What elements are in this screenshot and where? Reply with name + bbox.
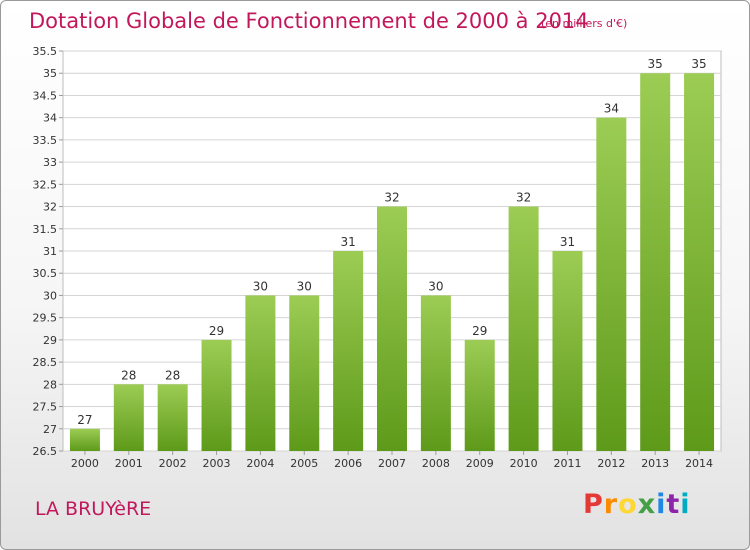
data-labels: 27 28 28 29 30 30 31 32 30 29 32 31 34 35 35 bbox=[77, 57, 706, 427]
x-axis-ticks: 2000 2001 2002 2003 2004 2005 2006 2007 2008 2009… bbox=[71, 451, 713, 470]
data-label: 30 bbox=[253, 279, 268, 293]
x-tick-label: 2012 bbox=[597, 457, 625, 470]
bar bbox=[640, 73, 671, 451]
data-label: 28 bbox=[165, 368, 180, 382]
y-tick-label: 32 bbox=[43, 201, 57, 214]
data-label: 28 bbox=[121, 368, 136, 382]
data-label: 34 bbox=[604, 102, 619, 116]
data-label: 35 bbox=[648, 57, 663, 71]
chart-title: Dotation Globale de Fonctionnement de 20… bbox=[29, 9, 589, 33]
data-label: 29 bbox=[472, 324, 487, 338]
logo-letter: P bbox=[583, 489, 604, 520]
bar bbox=[508, 206, 539, 451]
logo-letter: r bbox=[603, 489, 619, 520]
x-tick-label: 2009 bbox=[466, 457, 494, 470]
x-tick-label: 2002 bbox=[159, 457, 187, 470]
bar bbox=[157, 384, 188, 451]
x-tick-label: 2013 bbox=[641, 457, 669, 470]
bar bbox=[684, 73, 715, 451]
x-tick-label: 2005 bbox=[290, 457, 318, 470]
bar bbox=[377, 206, 407, 451]
x-tick-label: 2003 bbox=[203, 457, 231, 470]
y-tick-label: 29 bbox=[43, 334, 57, 347]
bar bbox=[245, 295, 276, 451]
y-tick-label: 30.5 bbox=[33, 267, 58, 280]
logo-letter: i bbox=[656, 489, 667, 520]
y-tick-label: 31 bbox=[43, 245, 57, 258]
data-label: 30 bbox=[297, 279, 312, 293]
y-axis-ticks: 26.5 27 27.5 28 28.5 29 29.5 30 30.5 31 31.5 32 32.5… bbox=[33, 45, 63, 458]
bar bbox=[201, 339, 232, 451]
bar bbox=[69, 428, 100, 451]
bar bbox=[289, 295, 320, 451]
data-label: 27 bbox=[77, 413, 92, 427]
bar bbox=[113, 384, 144, 451]
y-tick-label: 33 bbox=[43, 156, 57, 169]
x-tick-label: 2014 bbox=[685, 457, 713, 470]
bars bbox=[69, 73, 715, 452]
logo-letter: x bbox=[637, 489, 657, 520]
y-tick-label: 27.5 bbox=[33, 401, 58, 414]
y-tick-label: 35.5 bbox=[33, 45, 58, 58]
commune-name: LA BRUYèRE bbox=[35, 498, 152, 520]
logo-letter: t bbox=[666, 489, 681, 520]
proxiti-logo[interactable]: Proxiti bbox=[583, 489, 691, 520]
y-tick-label: 28.5 bbox=[33, 356, 58, 369]
data-label: 32 bbox=[384, 191, 399, 205]
x-tick-label: 2007 bbox=[378, 457, 406, 470]
bar bbox=[333, 251, 364, 451]
y-tick-label: 28 bbox=[43, 378, 57, 391]
y-tick-label: 33.5 bbox=[33, 134, 58, 147]
y-tick-label: 29.5 bbox=[33, 312, 58, 325]
y-tick-label: 26.5 bbox=[33, 445, 58, 458]
data-label: 35 bbox=[691, 57, 706, 71]
bar bbox=[420, 295, 451, 451]
data-label: 30 bbox=[428, 279, 443, 293]
x-tick-label: 2011 bbox=[553, 457, 581, 470]
y-tick-label: 34 bbox=[43, 112, 57, 125]
data-label: 31 bbox=[340, 235, 355, 249]
logo-letter: i bbox=[680, 489, 691, 520]
y-tick-label: 34.5 bbox=[33, 89, 58, 102]
x-tick-label: 2006 bbox=[334, 457, 362, 470]
y-tick-label: 32.5 bbox=[33, 178, 58, 191]
x-tick-label: 2001 bbox=[115, 457, 143, 470]
x-tick-label: 2004 bbox=[246, 457, 274, 470]
x-tick-label: 2000 bbox=[71, 457, 99, 470]
chart-subtitle: (en milliers d'€) bbox=[541, 17, 628, 30]
bar bbox=[596, 117, 627, 452]
x-tick-label: 2008 bbox=[422, 457, 450, 470]
y-tick-label: 35 bbox=[43, 67, 57, 80]
x-tick-label: 2010 bbox=[510, 457, 538, 470]
data-label: 32 bbox=[516, 191, 531, 205]
y-tick-label: 31.5 bbox=[33, 223, 58, 236]
data-label: 31 bbox=[560, 235, 575, 249]
logo-letter: o bbox=[618, 489, 638, 520]
y-tick-label: 27 bbox=[43, 423, 57, 436]
data-label: 29 bbox=[209, 324, 224, 338]
bar bbox=[464, 339, 495, 451]
y-tick-label: 30 bbox=[43, 289, 57, 302]
bar bbox=[552, 251, 583, 451]
